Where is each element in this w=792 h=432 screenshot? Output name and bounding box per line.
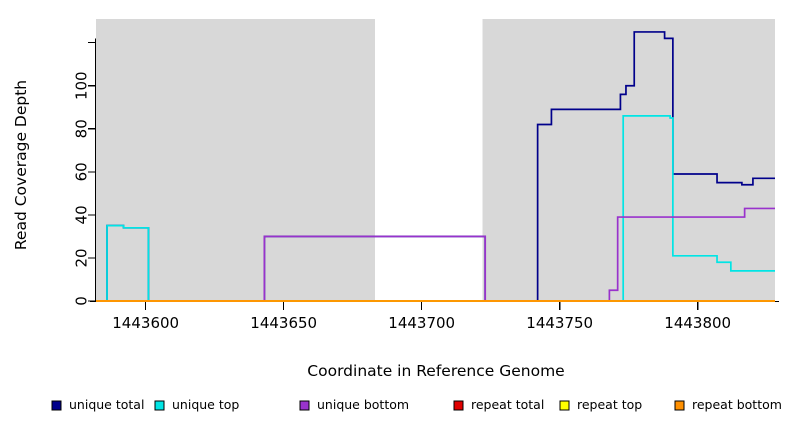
legend-label: unique top xyxy=(172,397,239,412)
series-line-unique-top xyxy=(96,115,775,302)
legend-swatch xyxy=(453,400,464,411)
legend-label: unique total xyxy=(69,397,144,412)
x-tick-label: 1443750 xyxy=(526,314,593,332)
legend-item-unique-top: unique top xyxy=(154,397,239,412)
legend-label: repeat top xyxy=(577,397,642,412)
x-tick-label: 1443700 xyxy=(388,314,455,332)
x-tick-label: 1443650 xyxy=(250,314,317,332)
y-tick-label: 40 xyxy=(73,205,91,224)
y-tick-label: 100 xyxy=(73,71,91,100)
legend-item-unique-bottom: unique bottom xyxy=(299,397,409,412)
x-tick-label: 1443600 xyxy=(112,314,179,332)
legend-swatch xyxy=(154,400,165,411)
legend: unique total unique top unique bottom repea… xyxy=(51,397,782,412)
legend-label: repeat total xyxy=(471,397,544,412)
y-axis-title: Read Coverage Depth xyxy=(12,80,30,250)
x-axis: 1443600 1443650 1443700 1443750 1443800 xyxy=(90,300,779,332)
legend-item-repeat-top: repeat top xyxy=(559,397,642,412)
legend-item-repeat-total: repeat total xyxy=(453,397,544,412)
legend-label: repeat bottom xyxy=(692,397,782,412)
shaded-region xyxy=(482,19,775,301)
y-tick-label: 0 xyxy=(73,296,91,306)
data-series-group xyxy=(96,31,775,302)
y-tick-label: 80 xyxy=(73,119,91,138)
plot-background-bands xyxy=(96,19,775,301)
legend-swatch xyxy=(674,400,685,411)
y-axis: 0 20 40 60 80 100 xyxy=(73,38,97,306)
legend-item-unique-total: unique total xyxy=(51,397,144,412)
x-axis-title: Coordinate in Reference Genome xyxy=(307,362,564,380)
y-tick-label: 20 xyxy=(73,248,91,267)
shaded-region xyxy=(96,19,375,301)
y-tick-label: 60 xyxy=(73,162,91,181)
legend-label: unique bottom xyxy=(317,397,409,412)
legend-swatch xyxy=(299,400,310,411)
legend-item-repeat-bottom: repeat bottom xyxy=(674,397,782,412)
x-tick-label: 1443800 xyxy=(664,314,731,332)
legend-swatch xyxy=(51,400,62,411)
legend-swatch xyxy=(559,400,570,411)
